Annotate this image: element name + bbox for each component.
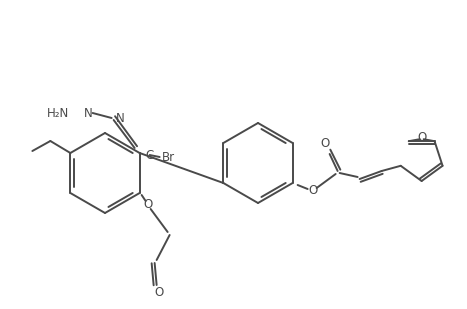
Text: N: N [116, 112, 124, 125]
Text: H₂N: H₂N [46, 107, 69, 120]
Text: Br: Br [162, 150, 175, 163]
Text: O: O [154, 286, 163, 299]
Text: O: O [143, 198, 152, 211]
Text: N: N [84, 107, 92, 120]
Text: O: O [308, 184, 317, 197]
Text: O: O [417, 131, 426, 144]
Text: C: C [146, 149, 154, 162]
Text: O: O [320, 137, 329, 150]
